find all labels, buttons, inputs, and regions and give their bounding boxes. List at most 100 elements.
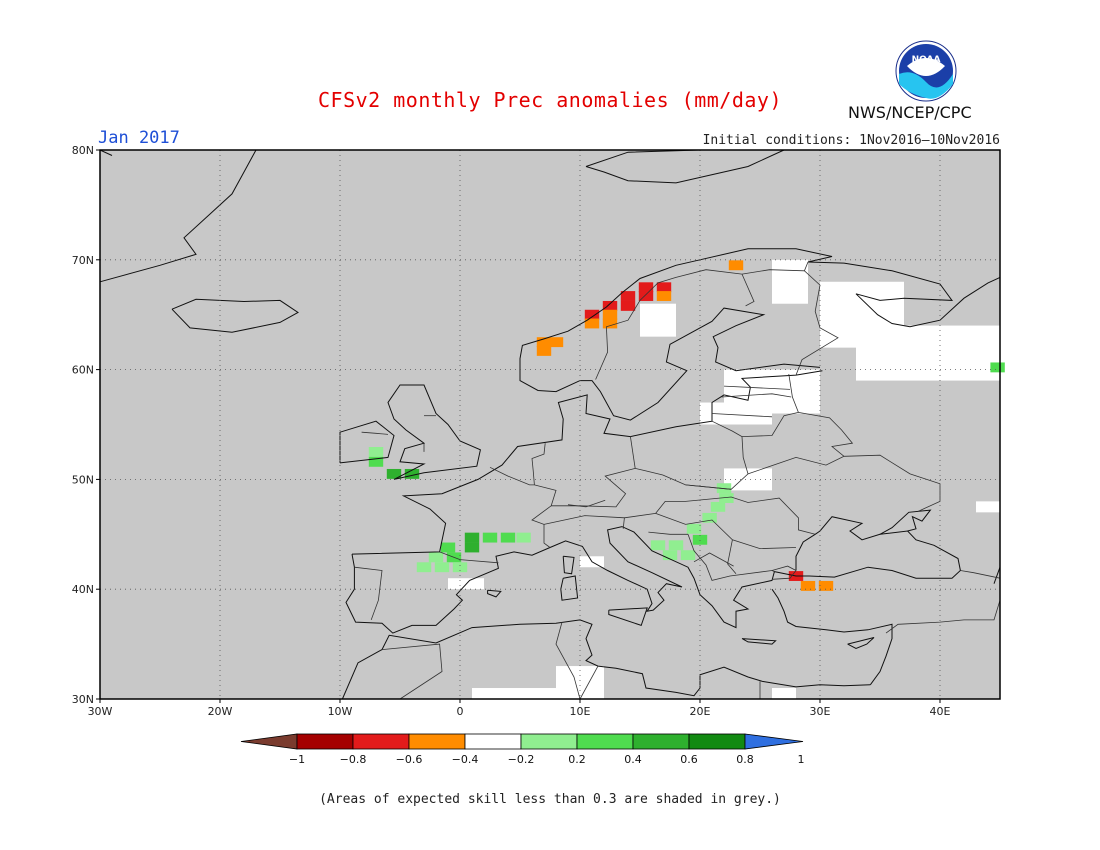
colorbar-segment (688, 733, 746, 750)
coastline (993, 567, 1001, 584)
lat-tick-label: 70N (72, 254, 94, 267)
coastline (339, 420, 395, 464)
map-title: CFSv2 monthly Prec anomalies (mm/day) (317, 88, 783, 112)
colorbar-low-arrow (240, 733, 298, 750)
anomaly-cell (368, 447, 384, 457)
island-coastline (847, 637, 875, 650)
island-coastline (487, 589, 502, 598)
neutral-anomaly-cell (772, 688, 796, 699)
anomaly-cell (719, 493, 734, 504)
lon-tick-label: 20W (208, 705, 233, 718)
anomaly-cell (482, 532, 498, 543)
anomaly-cell (716, 483, 732, 494)
country-border (711, 413, 773, 418)
anomaly-cell (386, 468, 402, 479)
anomaly-cell (434, 562, 450, 573)
colorbar-label: 0.6 (680, 753, 698, 766)
lon-tick-label: 20E (690, 705, 711, 718)
neutral-anomaly-cell (472, 688, 556, 699)
coastline (387, 384, 481, 480)
anomaly-cell (662, 550, 678, 561)
country-border (567, 499, 606, 508)
anomaly-cell (818, 580, 834, 591)
country-border (543, 515, 625, 529)
neutral-anomaly-cell (640, 303, 676, 337)
island-coastline (608, 607, 648, 627)
coastline (351, 370, 823, 555)
country-border (771, 565, 797, 571)
anomaly-cell (536, 345, 552, 356)
anomaly-cell (452, 562, 468, 573)
coastline (519, 248, 1001, 421)
anomaly-cell (416, 562, 432, 573)
coastline (345, 516, 961, 634)
anomaly-cell (680, 550, 696, 561)
colorbar-label: 0.8 (736, 753, 754, 766)
lon-tick-label: 10W (328, 705, 353, 718)
country-border (439, 551, 499, 564)
country-border (885, 600, 1001, 634)
country-border (630, 436, 636, 469)
colorbar-label: −0.2 (508, 753, 535, 766)
anomaly-cell (516, 532, 531, 543)
anomaly-cell (548, 337, 564, 348)
colorbar-label: −0.4 (452, 753, 479, 766)
neutral-anomaly-cell (556, 666, 604, 699)
agency-label: NWS/NCEP/CPC (848, 103, 972, 122)
island-coastline (585, 149, 785, 184)
anomaly-cell (428, 552, 444, 563)
country-border (579, 665, 599, 700)
anomaly-cell (702, 512, 717, 523)
country-border (771, 570, 797, 580)
anomaly-cell (368, 456, 384, 467)
country-border (798, 412, 854, 457)
lat-tick-label: 30N (72, 693, 94, 706)
country-border (354, 566, 383, 621)
coastline (771, 588, 893, 685)
lat-tick-label: 60N (72, 364, 94, 377)
anomaly-cell (656, 291, 672, 301)
neutral-anomaly-cell (700, 402, 772, 425)
coastline (99, 149, 257, 283)
anomaly-cell (620, 291, 636, 301)
lon-tick-label: 30E (810, 705, 831, 718)
colorbar-segment (408, 733, 466, 750)
noaa-logo: NOAA (895, 40, 957, 102)
anomaly-cell (584, 318, 600, 329)
colorbar-label: 0.4 (624, 753, 642, 766)
neutral-anomaly-cell (772, 259, 808, 304)
anomaly-cell (500, 532, 516, 543)
anomaly-cell (638, 282, 654, 293)
anomaly-cell (536, 337, 552, 348)
anomaly-cell (800, 580, 816, 591)
anomaly-cell (404, 468, 420, 479)
coastline (879, 509, 932, 535)
anomaly-cell (602, 318, 618, 329)
anomaly-cell (620, 300, 636, 311)
country-border (960, 570, 1001, 579)
lat-tick-label: 50N (72, 473, 94, 486)
colorbar-segment (520, 733, 578, 750)
anomaly-cell (638, 291, 654, 301)
country-border (595, 269, 805, 380)
country-border (685, 484, 732, 490)
colorbar-segment (632, 733, 690, 750)
initial-conditions: Initial conditions: 1Nov2016–10Nov2016 (702, 133, 1000, 148)
country-border (551, 420, 749, 508)
colorbar-segment (296, 733, 354, 750)
colorbar-segment (464, 733, 522, 750)
island-coastline (741, 638, 777, 645)
country-border (624, 496, 816, 535)
anomaly-cell (440, 542, 456, 553)
neutral-anomaly-cell (976, 501, 1000, 513)
coastline (171, 298, 299, 333)
anomaly-cell (990, 362, 1005, 373)
country-border (361, 431, 389, 435)
colorbar-label: 1 (798, 753, 805, 766)
colorbar-label: −1 (289, 753, 305, 766)
anomaly-cell (710, 501, 726, 512)
forecast-month: Jan 2017 (98, 128, 180, 148)
anomaly-cell (728, 260, 744, 271)
country-border (721, 393, 792, 398)
